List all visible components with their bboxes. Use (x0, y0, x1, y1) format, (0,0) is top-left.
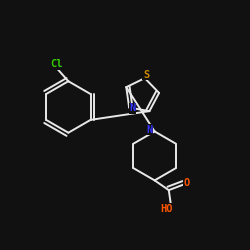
Text: HO: HO (160, 204, 172, 214)
Text: N: N (146, 125, 152, 135)
Text: S: S (143, 70, 149, 80)
Text: N: N (129, 103, 136, 113)
Text: O: O (184, 178, 190, 188)
Text: Cl: Cl (50, 60, 63, 70)
